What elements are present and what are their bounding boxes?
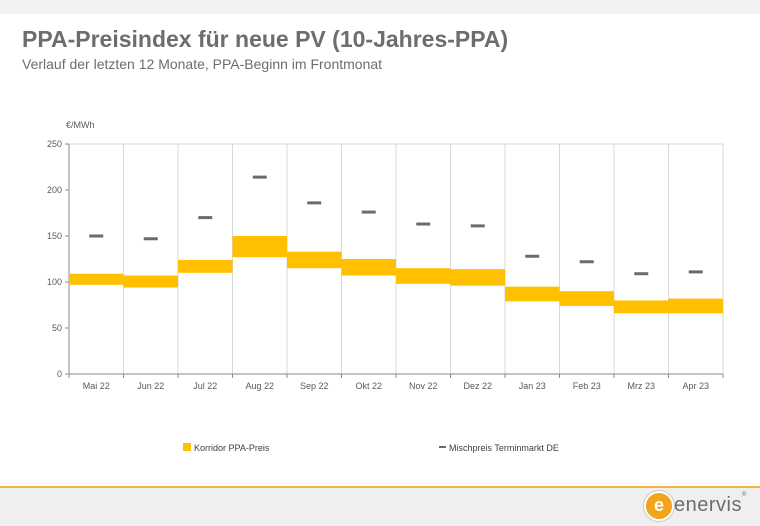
page-title: PPA-Preisindex für neue PV (10-Jahres-PP… xyxy=(22,26,509,52)
mix-price-marker xyxy=(307,201,322,205)
mix-price-marker xyxy=(525,254,540,258)
corridor-bar xyxy=(450,269,505,286)
legend-swatch-corridor xyxy=(183,443,191,451)
enervis-logo: e enervis ® xyxy=(640,488,760,524)
mix-price-marker xyxy=(579,260,594,264)
x-tick-label: Apr 23 xyxy=(682,381,709,391)
logo-registered-mark: ® xyxy=(742,492,747,498)
logo-wordmark: enervis xyxy=(674,494,742,516)
corridor-bar xyxy=(232,236,287,258)
mix-price-marker xyxy=(470,224,485,228)
y-tick-label: 200 xyxy=(47,185,62,195)
x-tick-label: Feb 23 xyxy=(573,381,601,391)
footer-bar xyxy=(0,488,760,526)
corridor-bar xyxy=(287,251,342,269)
x-tick-label: Nov 22 xyxy=(409,381,438,391)
corridor-bar xyxy=(123,275,178,288)
logo-emblem: e xyxy=(644,491,674,521)
x-tick-label: Jun 22 xyxy=(137,381,164,391)
legend-label-mix: Mischpreis Terminmarkt DE xyxy=(449,443,559,453)
x-tick-label: Jul 22 xyxy=(193,381,217,391)
x-tick-label: Mrz 23 xyxy=(627,381,655,391)
corridor-bar xyxy=(668,298,723,314)
y-tick-label: 250 xyxy=(47,139,62,149)
page-subtitle: Verlauf der letzten 12 Monate, PPA-Begin… xyxy=(22,56,383,72)
grid-layer xyxy=(69,143,724,374)
mix-price-marker xyxy=(252,175,267,179)
x-tick-label: Jan 23 xyxy=(519,381,546,391)
ppa-price-chart: €/MWh 0 50 100 150 200 250 Mai 22 Jun 22 Jul 22 A… xyxy=(47,120,724,453)
mix-price-marker xyxy=(89,234,104,238)
mix-price-marker xyxy=(416,222,431,226)
corridor-bar xyxy=(505,286,560,302)
corridor-bar xyxy=(69,273,124,285)
corridor-bars xyxy=(69,236,723,314)
y-tick-label: 50 xyxy=(52,323,62,333)
mix-price-marker xyxy=(634,272,649,276)
mix-price-markers xyxy=(89,175,703,276)
mix-price-marker xyxy=(361,210,376,214)
corridor-bar xyxy=(559,291,614,306)
mix-price-marker xyxy=(198,216,213,220)
x-tick-label: Okt 22 xyxy=(355,381,382,391)
y-tick-label: 0 xyxy=(57,369,62,379)
x-tick-label: Aug 22 xyxy=(245,381,274,391)
legend: Korridor PPA-Preis Mischpreis Terminmark… xyxy=(183,443,559,453)
legend-label-corridor: Korridor PPA-Preis xyxy=(194,443,270,453)
y-tick-label: 100 xyxy=(47,277,62,287)
legend-swatch-mix xyxy=(439,446,446,448)
x-tick-label: Sep 22 xyxy=(300,381,329,391)
mix-price-marker xyxy=(688,270,703,274)
y-tick-label: 150 xyxy=(47,231,62,241)
corridor-bar xyxy=(178,259,233,273)
tick-labels: 0 50 100 150 200 250 Mai 22 Jun 22 Jul 22 Aug 22 S… xyxy=(47,139,709,391)
x-tick-label: Dez 22 xyxy=(463,381,492,391)
corridor-bar xyxy=(396,268,451,284)
mix-price-marker xyxy=(143,237,158,241)
footer-accent-line xyxy=(0,486,760,488)
corridor-bar xyxy=(614,300,669,314)
y-axis-label: €/MWh xyxy=(66,120,95,130)
corridor-bar xyxy=(341,259,396,276)
header-strip xyxy=(0,0,760,14)
x-tick-label: Mai 22 xyxy=(83,381,110,391)
axis-layer xyxy=(65,143,724,378)
